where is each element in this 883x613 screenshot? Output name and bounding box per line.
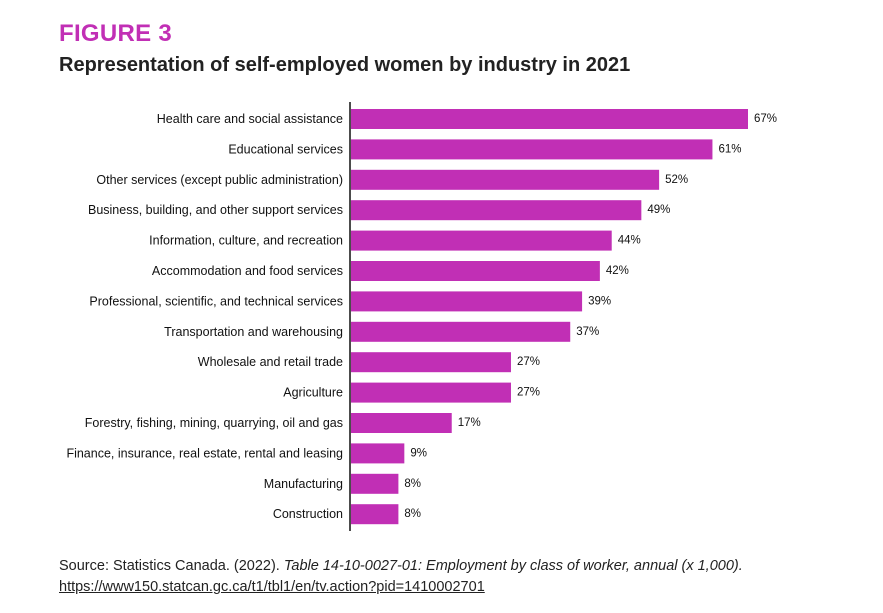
bar	[351, 352, 511, 373]
data-label: 17%	[458, 417, 481, 429]
category-label: Health care and social assistance	[157, 112, 343, 126]
source-note: Source: Statistics Canada. (2022). Table…	[59, 556, 859, 598]
figure-label: FIGURE 3	[59, 20, 173, 47]
data-label: 9%	[410, 447, 427, 459]
category-label: Forestry, fishing, mining, quarrying, oi…	[85, 416, 343, 430]
bar	[351, 169, 660, 190]
data-label: 61%	[718, 143, 741, 155]
data-label: 8%	[404, 508, 421, 520]
bar	[351, 473, 399, 494]
data-label: 37%	[576, 326, 599, 338]
category-label: Educational services	[228, 142, 343, 156]
bar	[351, 139, 713, 160]
bar-chart: Health care and social assistance 67% Educ…	[66, 102, 777, 531]
source-prefix: Source: Statistics Canada. (2022).	[59, 558, 284, 574]
category-label: Agriculture	[283, 386, 343, 400]
bar	[351, 382, 511, 403]
category-label: Manufacturing	[264, 477, 343, 491]
category-label: Other services (except public administra…	[96, 173, 343, 187]
category-label: Wholesale and retail trade	[198, 355, 343, 369]
bar	[351, 261, 600, 281]
data-label: 27%	[517, 356, 540, 368]
data-label: 42%	[606, 265, 629, 277]
data-label: 67%	[754, 113, 777, 125]
bar	[351, 321, 571, 342]
bar	[351, 109, 748, 129]
bar	[351, 291, 583, 312]
category-label: Finance, insurance, real estate, rental …	[66, 446, 343, 460]
bar	[351, 200, 642, 221]
category-label: Transportation and warehousing	[164, 325, 343, 339]
category-label: Information, culture, and recreation	[149, 234, 343, 248]
source-link[interactable]: https://www150.statcan.gc.ca/t1/tbl1/en/…	[59, 579, 485, 595]
data-label: 8%	[404, 478, 421, 490]
data-label: 49%	[647, 204, 670, 216]
data-label: 27%	[517, 387, 540, 399]
category-label: Business, building, and other support se…	[88, 203, 343, 217]
chart-title: Representation of self-employed women by…	[59, 54, 631, 76]
bar	[351, 230, 612, 251]
bars-group: Health care and social assistance 67% Educ…	[66, 109, 777, 525]
bar	[351, 443, 405, 464]
bar	[351, 504, 399, 525]
bar	[351, 413, 452, 433]
data-label: 44%	[618, 235, 641, 247]
data-label: 52%	[665, 174, 688, 186]
category-label: Professional, scientific, and technical …	[89, 294, 343, 308]
data-label: 39%	[588, 295, 611, 307]
category-label: Accommodation and food services	[152, 264, 343, 278]
source-title: Table 14-10-0027-01: Employment by class…	[283, 558, 743, 574]
category-label: Construction	[273, 507, 343, 521]
